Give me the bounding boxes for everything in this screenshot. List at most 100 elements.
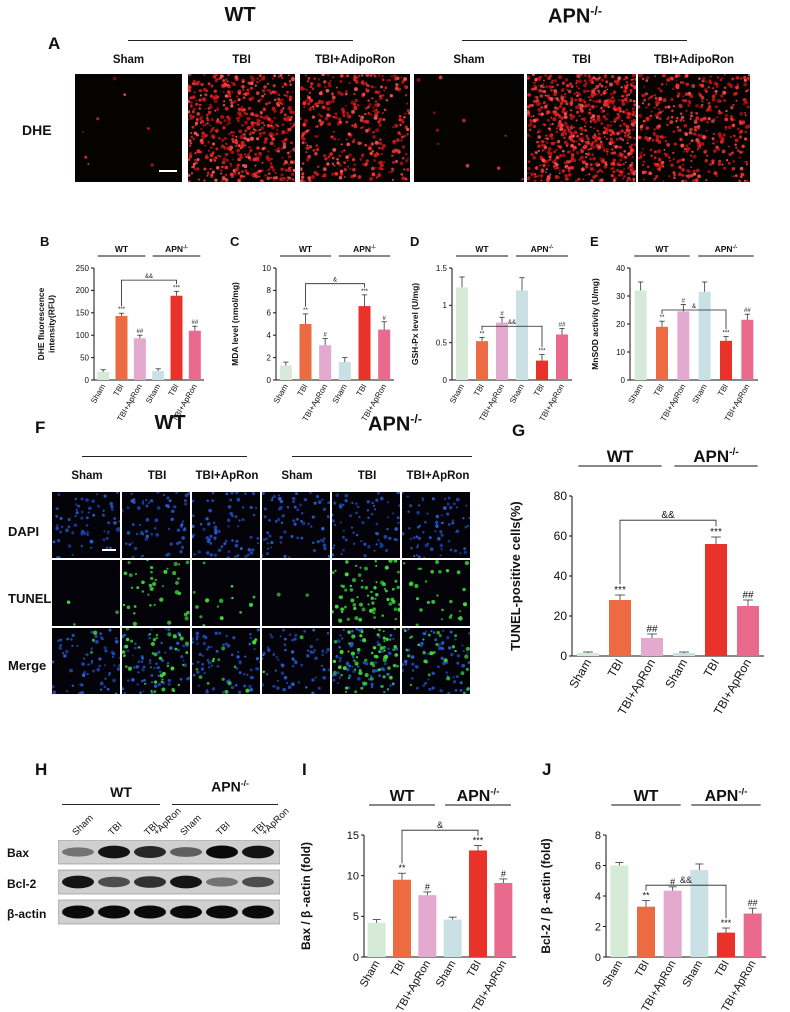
- cell-dot: [302, 101, 307, 106]
- cell-dot: [155, 636, 158, 640]
- cell-dot: [544, 94, 547, 97]
- cell-dot: [736, 83, 739, 86]
- cell-dot: [303, 130, 307, 134]
- category-label: Sham: [600, 959, 625, 990]
- cell-dot: [588, 78, 593, 83]
- cell-dot: [610, 93, 613, 96]
- cell-dot: [314, 102, 318, 107]
- group-label-apn: APN-/-: [715, 244, 738, 254]
- cell-dot: [289, 166, 292, 169]
- cell-dot: [237, 107, 242, 112]
- cell-dot: [584, 121, 587, 124]
- cell-dot: [572, 114, 576, 118]
- cell-dot: [600, 110, 604, 114]
- cell-dot: [690, 160, 693, 162]
- cell-dot: [732, 134, 735, 137]
- cell-dot: [339, 172, 344, 176]
- cell-dot: [205, 153, 208, 157]
- cell-dot: [271, 685, 275, 688]
- cell-dot: [619, 158, 623, 162]
- cell-dot: [224, 642, 228, 646]
- cell-dot: [102, 513, 106, 518]
- cell-dot: [281, 85, 284, 88]
- cell-dot: [85, 516, 89, 520]
- cell-dot: [382, 630, 385, 633]
- cell-dot: [427, 673, 431, 677]
- cell-dot: [454, 634, 457, 637]
- cell-dot: [207, 140, 210, 144]
- cell-dot: [355, 502, 358, 505]
- cell-dot: [139, 532, 142, 536]
- cell-dot: [573, 126, 576, 129]
- cell-dot: [103, 685, 107, 689]
- cell-dot: [632, 84, 636, 88]
- cell-dot: [217, 529, 221, 534]
- cell-dot: [358, 515, 361, 519]
- cell-dot: [208, 508, 212, 513]
- bar: [418, 895, 437, 957]
- cell-dot: [223, 119, 227, 123]
- cell-dot: [283, 675, 288, 680]
- cell-dot: [542, 89, 547, 94]
- cell-dot: [130, 586, 134, 590]
- cell-dot: [243, 175, 246, 178]
- cell-dot: [307, 522, 310, 526]
- cell-dot: [96, 493, 99, 496]
- cell-dot: [265, 102, 269, 106]
- cell-dot: [223, 78, 227, 82]
- cell-dot: [305, 129, 309, 133]
- cell-dot: [404, 93, 408, 97]
- y-tick-label: 0: [560, 649, 567, 663]
- cell-dot: [435, 642, 439, 647]
- cell-dot: [613, 132, 616, 136]
- cell-dot: [394, 653, 398, 657]
- cell-dot: [224, 152, 229, 157]
- cell-dot: [192, 499, 195, 503]
- cell-dot: [221, 160, 226, 165]
- cell-dot: [725, 109, 728, 113]
- cell-dot: [556, 83, 559, 86]
- cell-dot: [355, 628, 359, 631]
- cell-dot: [86, 531, 89, 534]
- cell-dot: [282, 687, 287, 692]
- cell-dot: [369, 675, 373, 678]
- cell-dot: [109, 546, 112, 550]
- cell-dot: [579, 139, 582, 142]
- cell-dot: [270, 157, 273, 160]
- cell-dot: [600, 93, 603, 96]
- cell-dot: [380, 96, 383, 100]
- cell-dot: [237, 103, 240, 106]
- cell-dot: [378, 643, 382, 646]
- cell-dot: [291, 178, 295, 182]
- cell-dot: [638, 135, 642, 140]
- cell-dot: [309, 525, 313, 528]
- cell-dot: [691, 84, 696, 88]
- cell-dot: [576, 134, 579, 138]
- cell-dot: [560, 95, 565, 100]
- cell-dot: [449, 599, 453, 604]
- cell-dot: [356, 596, 359, 599]
- cell-dot: [622, 177, 624, 180]
- cell-dot: [315, 148, 320, 152]
- cell-dot: [353, 124, 358, 129]
- cell-dot: [205, 89, 209, 93]
- cell-dot: [260, 122, 263, 124]
- panel-f-letter: F: [35, 418, 46, 437]
- comparison-label: &&: [661, 510, 675, 521]
- group-label-wt: WT: [634, 788, 659, 805]
- cell-dot: [258, 114, 263, 119]
- cell-dot: [431, 671, 435, 676]
- cell-dot: [158, 656, 163, 661]
- cell-dot: [305, 686, 308, 689]
- cell-dot: [219, 121, 223, 125]
- cell-dot: [77, 504, 81, 508]
- bar: [115, 315, 128, 380]
- cell-dot: [629, 148, 634, 153]
- cell-dot: [583, 74, 587, 77]
- cell-dot: [321, 649, 325, 653]
- cell-dot: [266, 531, 270, 535]
- cell-dot: [592, 168, 595, 171]
- cell-dot: [263, 140, 267, 144]
- cell-dot: [565, 83, 570, 88]
- cell-dot: [407, 654, 411, 658]
